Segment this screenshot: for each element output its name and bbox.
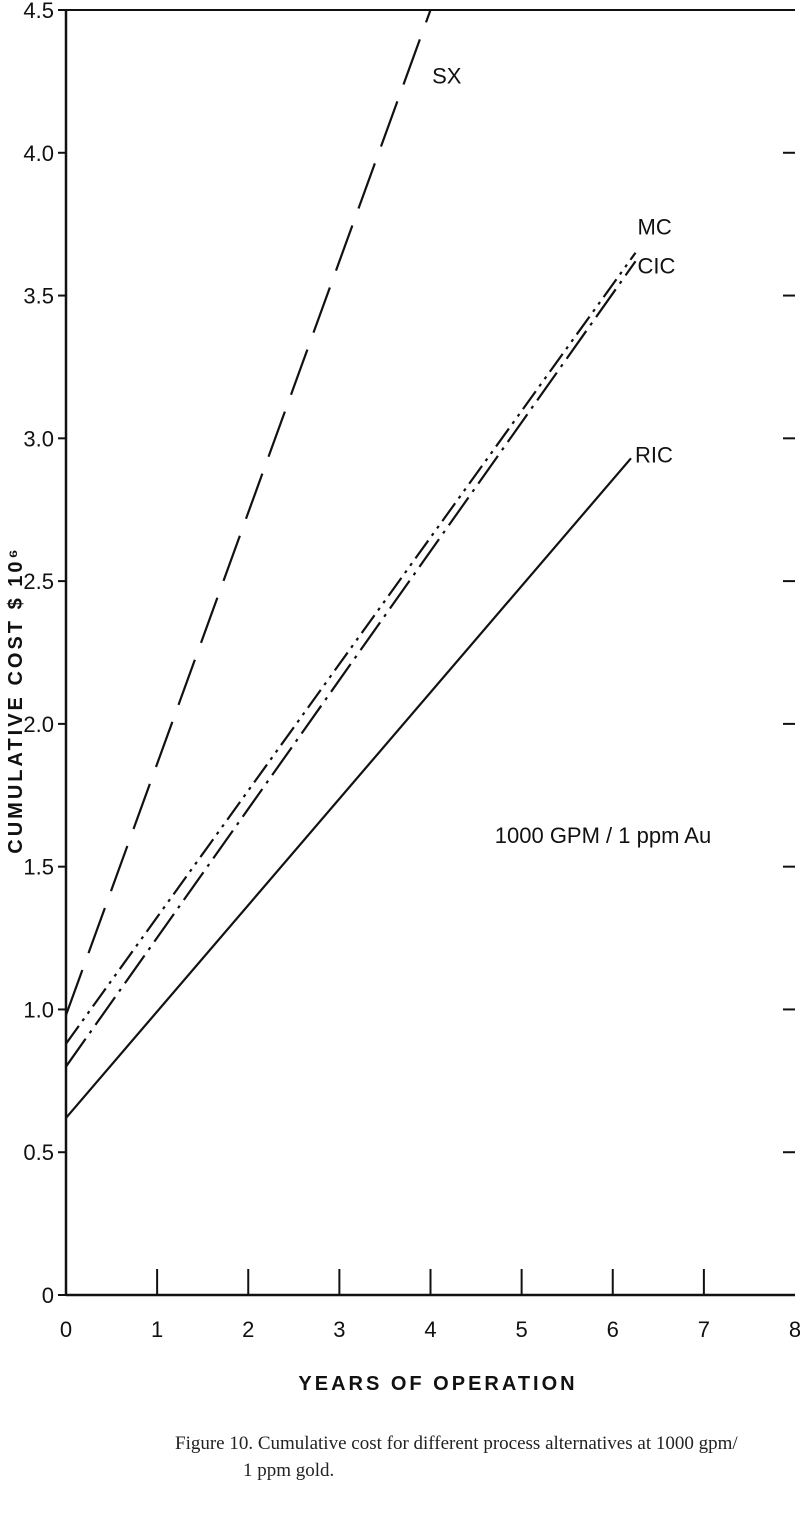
series-lines xyxy=(64,9,637,1119)
labels: 0 0.5 1.0 1.5 2.0 2.5 3.0 3.5 4.0 4.5 0 1 2 3 4 5 6 7 8 SX M… xyxy=(23,0,800,1342)
y-tick-label: 4.5 xyxy=(23,0,54,23)
axes xyxy=(58,9,795,1297)
y-tick-label: 2.0 xyxy=(23,712,54,737)
x-tick-label: 3 xyxy=(333,1317,345,1342)
series-label-cic: CIC xyxy=(638,253,676,278)
y-tick-label: 0 xyxy=(42,1283,54,1308)
x-tick-label: 1 xyxy=(151,1317,163,1342)
y-axis-title: CUMULATIVE COST $ 10⁶ xyxy=(5,546,27,853)
series-line-cic xyxy=(65,260,637,1068)
series-label-sx: SX xyxy=(432,64,462,89)
series-label-mc: MC xyxy=(638,215,672,240)
x-axis-title: YEARS OF OPERATION xyxy=(298,1373,577,1395)
x-tick-label: 4 xyxy=(424,1317,436,1342)
caption-line-2: 1 ppm gold. xyxy=(243,1460,335,1481)
series-line-sx xyxy=(64,9,432,1016)
series-label-ric: RIC xyxy=(635,442,673,467)
caption-line-1: Figure 10. Cumulative cost for different… xyxy=(175,1433,738,1454)
x-tick-label: 8 xyxy=(789,1317,800,1342)
y-tick-label: 1.0 xyxy=(23,997,54,1022)
y-tick-label: 4.0 xyxy=(23,141,54,166)
series-line-ric xyxy=(65,457,632,1119)
figure-caption: Figure 10. Cumulative cost for different… xyxy=(175,1430,775,1484)
x-tick-label: 5 xyxy=(516,1317,528,1342)
y-tick-label: 3.0 xyxy=(23,426,54,451)
x-tick-label: 0 xyxy=(60,1317,72,1342)
annotation-flow-rate: 1000 GPM / 1 ppm Au xyxy=(495,823,711,848)
y-tick-label: 0.5 xyxy=(23,1140,54,1165)
x-tick-label: 7 xyxy=(698,1317,710,1342)
x-tick-label: 6 xyxy=(607,1317,619,1342)
x-tick-label: 2 xyxy=(242,1317,254,1342)
y-tick-label: 2.5 xyxy=(23,569,54,594)
y-tick-label: 1.5 xyxy=(23,855,54,880)
series-line-mc xyxy=(65,252,637,1045)
y-tick-label: 3.5 xyxy=(23,284,54,309)
